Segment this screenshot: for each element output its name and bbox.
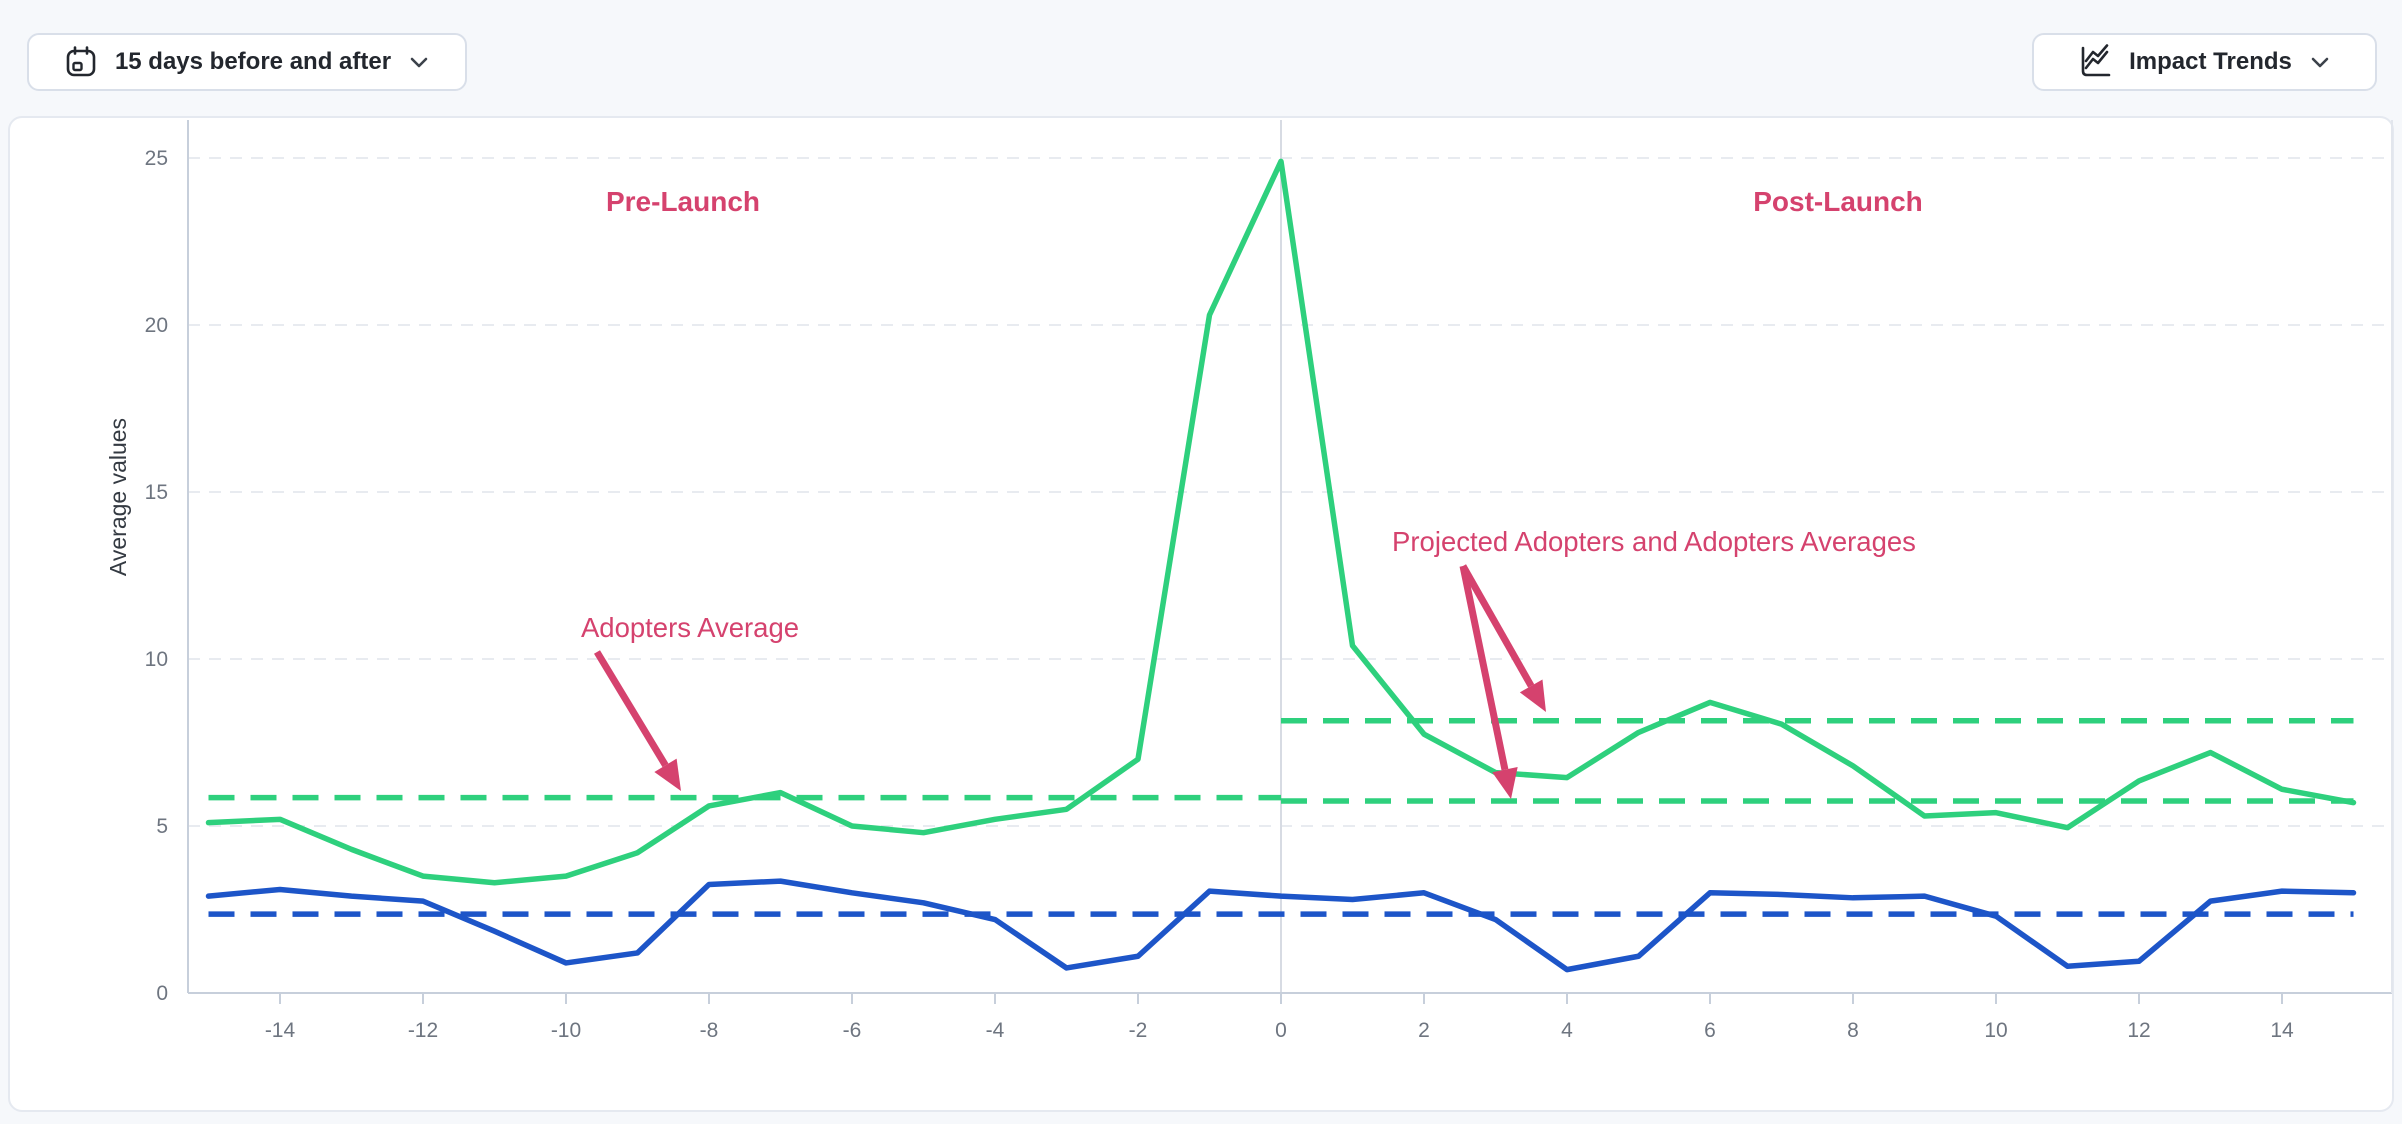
adopters-series-line [205, 158, 2357, 886]
pre-launch-label: Pre-Launch [606, 186, 760, 217]
adopters-average-label: Adopters Average [581, 612, 799, 643]
date-range-label: 15 days before and after [114, 48, 392, 75]
projected-averages-label-arrow-1-shaft [1459, 564, 1535, 688]
y-axis-title: Average values [105, 418, 131, 576]
chevron-down-icon [407, 50, 431, 74]
y-tick-label-25: 25 [145, 147, 168, 170]
x-tick-label-8: 8 [1847, 1019, 1859, 1042]
x-tick-label--2: -2 [1129, 1019, 1148, 1042]
x-tick-label-10: 10 [1984, 1019, 2007, 1042]
y-tick-label-15: 15 [145, 481, 168, 504]
projected-averages-label-arrow-2-head [1492, 766, 1518, 799]
y-tick-label-0: 0 [156, 982, 168, 1005]
x-tick-label-6: 6 [1704, 1019, 1716, 1042]
x-tick-label--10: -10 [551, 1019, 581, 1042]
x-tick-label--12: -12 [408, 1019, 438, 1042]
x-tick-label--8: -8 [700, 1019, 719, 1042]
x-tick-label--6: -6 [843, 1019, 862, 1042]
impact-trends-dropdown[interactable]: Impact Trends [2032, 33, 2377, 91]
y-tick-label-10: 10 [145, 648, 168, 671]
y-tick-label-20: 20 [145, 314, 168, 337]
trend-chart-icon [2077, 44, 2113, 80]
x-tick-label--14: -14 [265, 1019, 296, 1042]
x-tick-label-12: 12 [2127, 1019, 2150, 1042]
adopters-average-label-arrow-1-shaft [594, 650, 669, 768]
chart-card [8, 116, 2394, 1112]
post-launch-label: Post-Launch [1753, 186, 1923, 217]
projected-averages-label-arrow-2-shaft [1459, 565, 1509, 771]
chevron-down-icon [2308, 50, 2332, 74]
projected-averages-label: Projected Adopters and Adopters Averages [1392, 526, 1916, 557]
date-range-dropdown[interactable]: 15 days before and after [27, 33, 467, 91]
impact-trends-label: Impact Trends [2129, 48, 2292, 75]
x-tick-label-14: 14 [2270, 1019, 2294, 1042]
x-tick-label--4: -4 [986, 1019, 1005, 1042]
calendar-icon [63, 44, 99, 80]
projected-averages-label-arrow-1-head [1519, 679, 1546, 712]
x-tick-label-2: 2 [1418, 1019, 1430, 1042]
adopters-average-label-arrow-1-head [654, 758, 681, 791]
x-tick-label-4: 4 [1561, 1019, 1573, 1042]
y-tick-label-5: 5 [156, 815, 168, 838]
x-tick-label-0: 0 [1275, 1019, 1287, 1042]
non-adopters-series-line [205, 878, 2357, 973]
